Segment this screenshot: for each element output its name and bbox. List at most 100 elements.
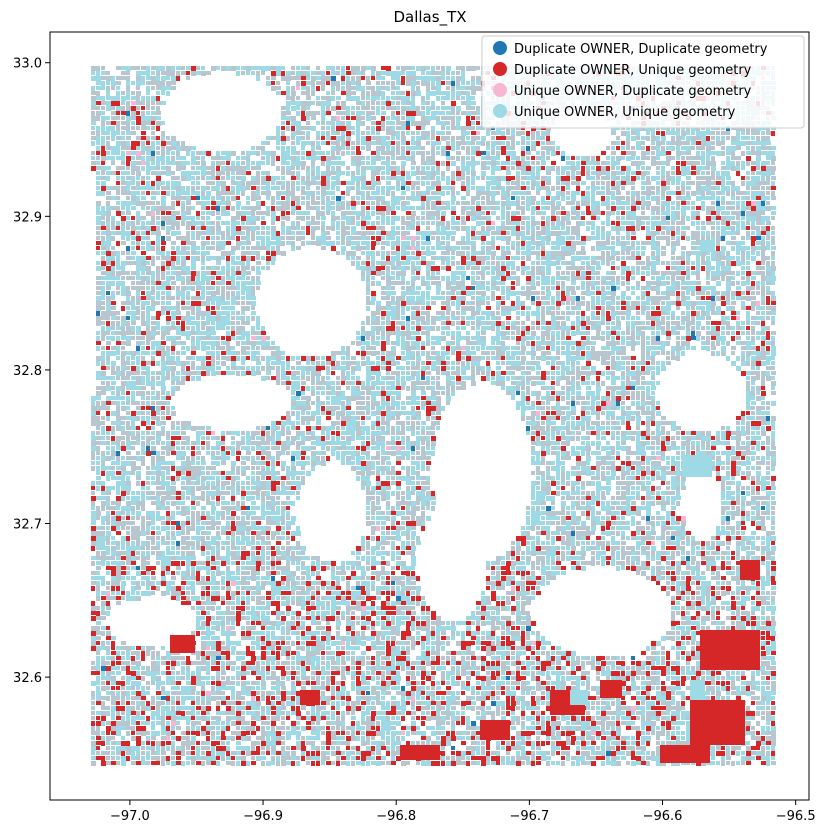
parcel xyxy=(511,151,516,156)
parcel xyxy=(116,116,120,120)
parcel xyxy=(386,241,390,246)
parcel xyxy=(101,291,105,296)
parcel xyxy=(291,196,296,201)
parcel xyxy=(391,241,396,246)
parcel xyxy=(536,181,540,186)
parcel xyxy=(581,246,585,251)
parcel xyxy=(271,81,275,85)
parcel xyxy=(196,166,201,170)
parcel xyxy=(381,251,385,256)
parcel xyxy=(406,131,410,135)
parcel xyxy=(751,141,756,145)
parcel xyxy=(471,101,476,105)
parcel xyxy=(156,71,160,76)
parcel xyxy=(651,141,655,145)
parcel xyxy=(736,136,740,141)
parcel xyxy=(291,76,296,80)
parcel xyxy=(96,166,101,170)
parcel xyxy=(246,151,251,156)
parcel xyxy=(726,146,731,151)
parcel xyxy=(416,271,420,275)
parcel xyxy=(531,131,535,136)
parcel xyxy=(271,196,275,201)
parcel xyxy=(126,121,130,126)
parcel xyxy=(361,216,366,221)
parcel xyxy=(701,206,705,211)
parcel xyxy=(346,136,351,141)
parcel xyxy=(401,181,406,186)
parcel xyxy=(401,286,405,290)
parcel xyxy=(526,171,531,175)
parcel xyxy=(151,171,156,175)
parcel xyxy=(146,161,150,166)
parcel xyxy=(411,281,415,286)
parcel xyxy=(336,171,341,176)
parcel xyxy=(411,251,415,255)
parcel xyxy=(471,241,476,246)
parcel xyxy=(396,236,400,241)
parcel xyxy=(576,221,581,226)
parcel xyxy=(396,81,401,85)
parcel xyxy=(571,291,576,295)
parcel xyxy=(476,211,481,216)
parcel xyxy=(361,141,366,145)
parcel xyxy=(391,81,395,86)
parcel xyxy=(106,291,110,295)
parcel xyxy=(156,276,160,281)
parcel xyxy=(556,191,561,196)
parcel xyxy=(326,196,330,201)
parcel xyxy=(111,221,115,226)
parcel xyxy=(261,216,265,220)
parcel xyxy=(321,121,325,125)
parcel xyxy=(376,231,381,235)
parcel xyxy=(161,136,165,141)
parcel xyxy=(316,101,321,106)
parcel xyxy=(121,96,126,101)
parcel xyxy=(96,96,101,100)
parcel xyxy=(601,236,605,240)
parcel xyxy=(381,226,385,231)
parcel xyxy=(96,226,101,230)
parcel xyxy=(291,206,296,211)
parcel xyxy=(266,186,270,191)
parcel xyxy=(366,206,370,210)
parcel xyxy=(336,206,341,211)
parcel xyxy=(246,231,250,236)
parcel xyxy=(751,286,755,290)
parcel xyxy=(431,206,436,210)
parcel xyxy=(291,201,295,206)
parcel xyxy=(456,136,461,140)
parcel xyxy=(96,181,100,185)
parcel xyxy=(281,216,286,220)
parcel xyxy=(131,246,135,250)
parcel xyxy=(386,121,391,125)
parcel xyxy=(686,276,690,280)
parcel xyxy=(616,211,620,215)
parcel xyxy=(181,261,186,266)
parcel xyxy=(761,216,766,221)
parcel xyxy=(336,106,341,110)
parcel xyxy=(501,276,506,281)
parcel xyxy=(191,241,196,246)
parcel xyxy=(341,226,346,231)
parcel xyxy=(481,221,485,225)
parcel xyxy=(601,276,606,281)
parcel xyxy=(536,291,540,295)
parcel xyxy=(286,136,290,141)
parcel xyxy=(756,191,761,196)
parcel xyxy=(386,266,390,271)
parcel xyxy=(466,121,471,126)
parcel xyxy=(336,221,340,226)
parcel xyxy=(131,121,135,125)
parcel xyxy=(461,161,465,166)
parcel xyxy=(461,286,466,291)
parcel xyxy=(316,111,320,115)
parcel xyxy=(691,161,696,166)
parcel xyxy=(751,231,755,235)
parcel xyxy=(456,166,460,171)
parcel xyxy=(451,291,455,295)
parcel xyxy=(181,206,185,211)
parcel xyxy=(456,201,460,205)
parcel xyxy=(741,136,746,140)
parcel xyxy=(291,226,296,230)
